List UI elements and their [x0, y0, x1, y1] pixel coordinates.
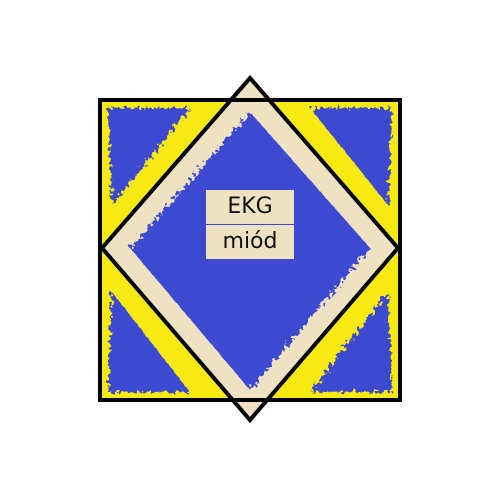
- corner-blue-top-right: [310, 108, 392, 205]
- center-label-bottom: miód: [206, 225, 294, 259]
- corner-blue-top-left: [108, 108, 190, 205]
- diamond-outline: [99, 74, 401, 424]
- square-outline: [98, 98, 402, 402]
- corner-blue-bottom-left: [108, 292, 190, 392]
- corner-blue-bottom-right: [310, 292, 392, 392]
- center-label-top: EKG: [206, 190, 294, 224]
